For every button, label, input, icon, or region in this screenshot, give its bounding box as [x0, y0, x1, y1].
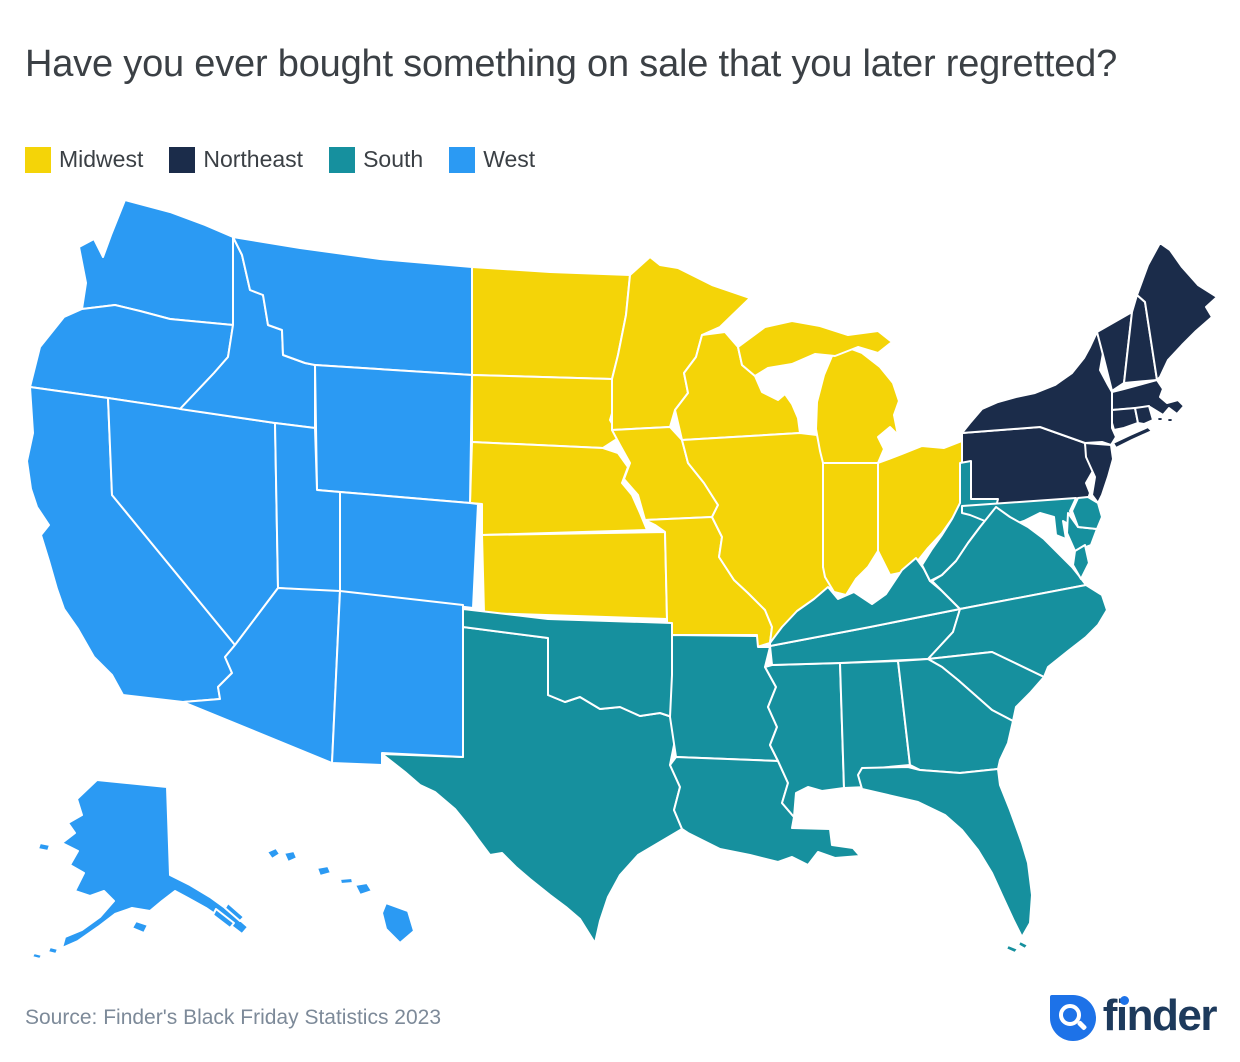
- state-ri: [1134, 405, 1154, 425]
- state-ak: [212, 908, 235, 929]
- state-nm: [331, 590, 464, 766]
- state-ks: [481, 531, 668, 620]
- finder-i-dot-icon: [1119, 996, 1129, 1005]
- legend-label: Northeast: [203, 146, 304, 172]
- state-fl: [1005, 944, 1019, 954]
- us-map-container: [20, 195, 1225, 975]
- state-ar: [669, 634, 779, 762]
- state-ak: [31, 952, 43, 960]
- state-de: [1071, 496, 1103, 530]
- legend-swatch-south: [329, 146, 356, 173]
- state-ny: [961, 331, 1117, 446]
- state-sd: [471, 374, 621, 449]
- legend-label: South: [363, 146, 424, 172]
- legend-item-midwest: Midwest: [25, 146, 143, 173]
- state-ma: [1156, 416, 1164, 422]
- state-ak: [224, 902, 245, 922]
- state-me: [1136, 242, 1218, 381]
- state-mt: [232, 236, 473, 376]
- legend-item-west: West: [449, 146, 535, 173]
- state-hi: [266, 847, 281, 860]
- state-ky: [769, 557, 961, 647]
- finder-logo[interactable]: finder: [1049, 993, 1218, 1041]
- state-hi: [381, 902, 415, 944]
- legend-item-northeast: Northeast: [169, 146, 303, 173]
- legend-swatch-west: [449, 146, 476, 173]
- state-ny: [1112, 426, 1153, 449]
- state-mi: [737, 320, 893, 377]
- state-hi: [316, 865, 332, 877]
- state-ak: [131, 920, 149, 934]
- state-fl: [857, 766, 1033, 938]
- state-fl: [1017, 940, 1029, 950]
- state-co: [339, 491, 479, 609]
- state-va: [1072, 544, 1090, 580]
- magnifier-lens-icon: [1058, 1004, 1081, 1026]
- state-ak: [47, 946, 59, 955]
- legend-label: West: [483, 146, 536, 172]
- legend-label: Midwest: [59, 146, 144, 172]
- state-nd: [471, 266, 631, 380]
- state-ma: [1111, 379, 1185, 416]
- state-in: [822, 462, 879, 596]
- state-nj: [1084, 442, 1114, 504]
- source-note: Source: Finder's Black Friday Statistics…: [25, 1006, 442, 1029]
- magnifier-handle-icon: [1076, 1020, 1088, 1031]
- legend: Midwest Northeast South West: [25, 146, 535, 173]
- page-title: Have you ever bought something on sale t…: [25, 43, 1118, 86]
- state-wy: [314, 364, 473, 504]
- state-ms: [764, 662, 845, 818]
- state-ct: [1111, 407, 1139, 431]
- state-ne: [469, 441, 648, 536]
- state-ma: [1166, 417, 1174, 423]
- legend-item-south: South: [329, 146, 423, 173]
- state-hi: [283, 850, 298, 863]
- legend-swatch-midwest: [25, 146, 51, 173]
- finder-droplet-icon: [1049, 995, 1096, 1041]
- state-mi: [815, 346, 900, 464]
- finder-wordmark: finder: [1103, 993, 1218, 1039]
- legend-swatch-northeast: [169, 146, 196, 173]
- us-regions-map: [26, 199, 1218, 960]
- state-hi: [354, 882, 373, 896]
- state-ak: [61, 779, 249, 949]
- state-ak: [37, 842, 51, 852]
- state-hi: [339, 877, 354, 885]
